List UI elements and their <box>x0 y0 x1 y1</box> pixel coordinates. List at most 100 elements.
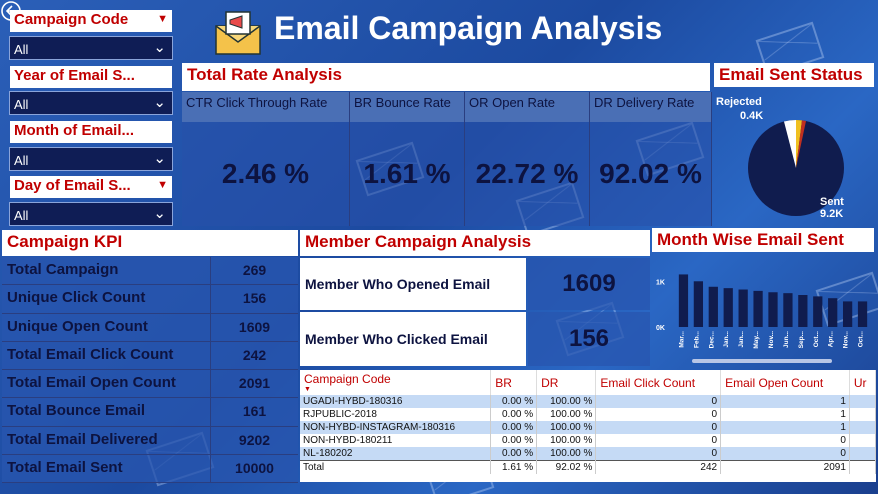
table-cell: 100.00 % <box>536 447 597 461</box>
pie-slice-rejected[interactable] <box>784 119 796 168</box>
rate-value: 22.72 % <box>465 122 590 226</box>
bar[interactable] <box>842 301 853 327</box>
x-tick-label: Dec... <box>708 331 715 349</box>
table-cell: 100.00 % <box>536 408 597 421</box>
pie-label-sent: Sent <box>820 196 844 208</box>
kpi-value: 242 <box>210 341 298 370</box>
kpi-row: Total Email Open Count 2091 <box>2 370 298 399</box>
table-cell: 0.00 % <box>490 395 538 408</box>
bar[interactable] <box>783 293 793 327</box>
bar[interactable] <box>678 274 689 327</box>
bar[interactable] <box>753 290 763 327</box>
table-cell: 0 <box>595 447 722 461</box>
pie-chart <box>748 119 844 216</box>
kpi-row: Total Campaign 269 <box>2 257 298 286</box>
table-cell: 0 <box>595 408 722 421</box>
kpi-label: Total Campaign <box>2 257 210 286</box>
table-total-cell: Total <box>300 460 492 474</box>
rate-value: 1.61 % <box>350 122 465 226</box>
rate-column-or: OR Open Rate 22.72 % <box>465 92 590 226</box>
x-tick-label: Oct... <box>813 331 820 347</box>
slicer-year-label[interactable]: Year of Email S... <box>10 66 172 88</box>
bar[interactable] <box>813 296 823 327</box>
slicer-value: All <box>14 97 29 112</box>
slicer-day-label[interactable]: Day of Email S... ▼ <box>10 176 172 198</box>
bar[interactable] <box>798 295 808 327</box>
column-header[interactable]: BR <box>490 370 538 395</box>
column-header[interactable]: Ur <box>849 370 876 395</box>
slicer-label-text: Month of Email... <box>14 122 134 139</box>
bar[interactable] <box>723 288 733 327</box>
chevron-down-icon: ⌄ <box>153 94 166 111</box>
slicer-year-dropdown[interactable]: All ⌄ <box>9 91 173 115</box>
rate-value: 92.02 % <box>590 122 712 226</box>
table-cell: NON-HYBD-180211 <box>300 434 492 447</box>
slicer-label-text: Year of Email S... <box>14 67 135 84</box>
chart-scrollbar[interactable] <box>692 359 832 363</box>
slicer-month-label[interactable]: Month of Email... <box>10 121 172 143</box>
column-header[interactable]: DR <box>536 370 597 395</box>
bar-chart: 1K 0K Mar... Feb... Dec... Jan... Jan... May...… <box>656 274 868 363</box>
bar[interactable] <box>828 298 838 327</box>
x-tick-label: Jun... <box>783 331 790 348</box>
column-header[interactable]: Email Click Count <box>595 370 722 395</box>
campaign-kpi-table: Total Campaign 269 Unique Click Count 156 Un… <box>2 257 298 483</box>
month-wise-title: Month Wise Email Sent <box>652 228 874 252</box>
kpi-label: Unique Open Count <box>2 313 210 342</box>
bar[interactable] <box>857 301 868 327</box>
slicer-value: All <box>14 153 29 168</box>
pie-slice-other[interactable] <box>796 120 802 168</box>
table-cell: 0.00 % <box>490 434 538 447</box>
x-tick-label: Oct... <box>858 331 865 347</box>
slicer-month-dropdown[interactable]: All ⌄ <box>9 147 173 171</box>
column-header[interactable]: Email Open Count <box>720 370 850 395</box>
campaign-table: Campaign Code ▼ BR DR Email Click Count Email… <box>300 370 876 474</box>
chevron-down-icon: ⌄ <box>153 39 166 56</box>
bar[interactable] <box>693 281 704 327</box>
table-cell: NL-180202 <box>300 447 492 461</box>
table-row[interactable]: NON-HYBD-180211 0.00 % 100.00 % 0 0 <box>300 434 876 447</box>
table-total-cell: 92.02 % <box>536 460 597 474</box>
rate-column-ctr: CTR Click Through Rate 2.46 % <box>182 92 350 226</box>
x-tick-label: Jan... <box>723 331 730 348</box>
table-row[interactable]: NL-180202 0.00 % 100.00 % 0 0 <box>300 447 876 461</box>
y-tick-label: 0K <box>656 325 665 332</box>
rate-header: BR Bounce Rate <box>350 92 465 122</box>
bar[interactable] <box>738 289 748 327</box>
slicer-campaign-code-dropdown[interactable]: All ⌄ <box>9 36 173 60</box>
email-sent-status-panel: Rejected 0.4K Sent 9.2K <box>714 88 874 226</box>
x-tick-label: May... <box>753 331 760 349</box>
pie-value-rejected: 0.4K <box>740 110 764 122</box>
table-row[interactable]: NON-HYBD-INSTAGRAM-180316 0.00 % 100.00 % 0… <box>300 421 876 434</box>
table-total-cell: 242 <box>595 460 722 474</box>
kpi-value: 161 <box>210 398 298 427</box>
table-row[interactable]: RJPUBLIC-2018 0.00 % 100.00 % 0 1 <box>300 408 876 421</box>
table-cell: 0 <box>595 421 722 434</box>
kpi-value: 1609 <box>210 313 298 342</box>
kpi-value: 269 <box>210 257 298 286</box>
table-cell: 100.00 % <box>536 434 597 447</box>
month-wise-chart: 1K 0K Mar... Feb... Dec... Jan... Jan... May...… <box>652 253 874 366</box>
kpi-row: Total Bounce Email 161 <box>2 398 298 427</box>
slicer-value: All <box>14 208 29 223</box>
table-cell: 1 <box>720 421 850 434</box>
table-cell: UGADI-HYBD-180316 <box>300 395 492 408</box>
pie-value-sent: 9.2K <box>820 208 844 220</box>
slicer-day-dropdown[interactable]: All ⌄ <box>9 202 173 226</box>
table-row[interactable]: UGADI-HYBD-180316 0.00 % 100.00 % 0 1 <box>300 395 876 408</box>
table-cell: 100.00 % <box>536 421 597 434</box>
pie-slice-other[interactable] <box>796 120 806 168</box>
table-cell: 0 <box>720 434 850 447</box>
kpi-label: Total Email Click Count <box>2 341 210 370</box>
table-cell: 0 <box>595 395 722 408</box>
column-header[interactable]: Campaign Code ▼ <box>300 370 492 395</box>
x-tick-label: Nov... <box>768 331 775 348</box>
table-cell: 100.00 % <box>536 395 597 408</box>
bar[interactable] <box>708 286 718 327</box>
slicer-label-text: Campaign Code <box>14 11 129 28</box>
chevron-down-icon: ⌄ <box>153 205 166 222</box>
bar[interactable] <box>768 292 778 327</box>
slicer-campaign-code-label[interactable]: Campaign Code ▼ <box>10 10 172 32</box>
slicer-value: All <box>14 42 29 57</box>
